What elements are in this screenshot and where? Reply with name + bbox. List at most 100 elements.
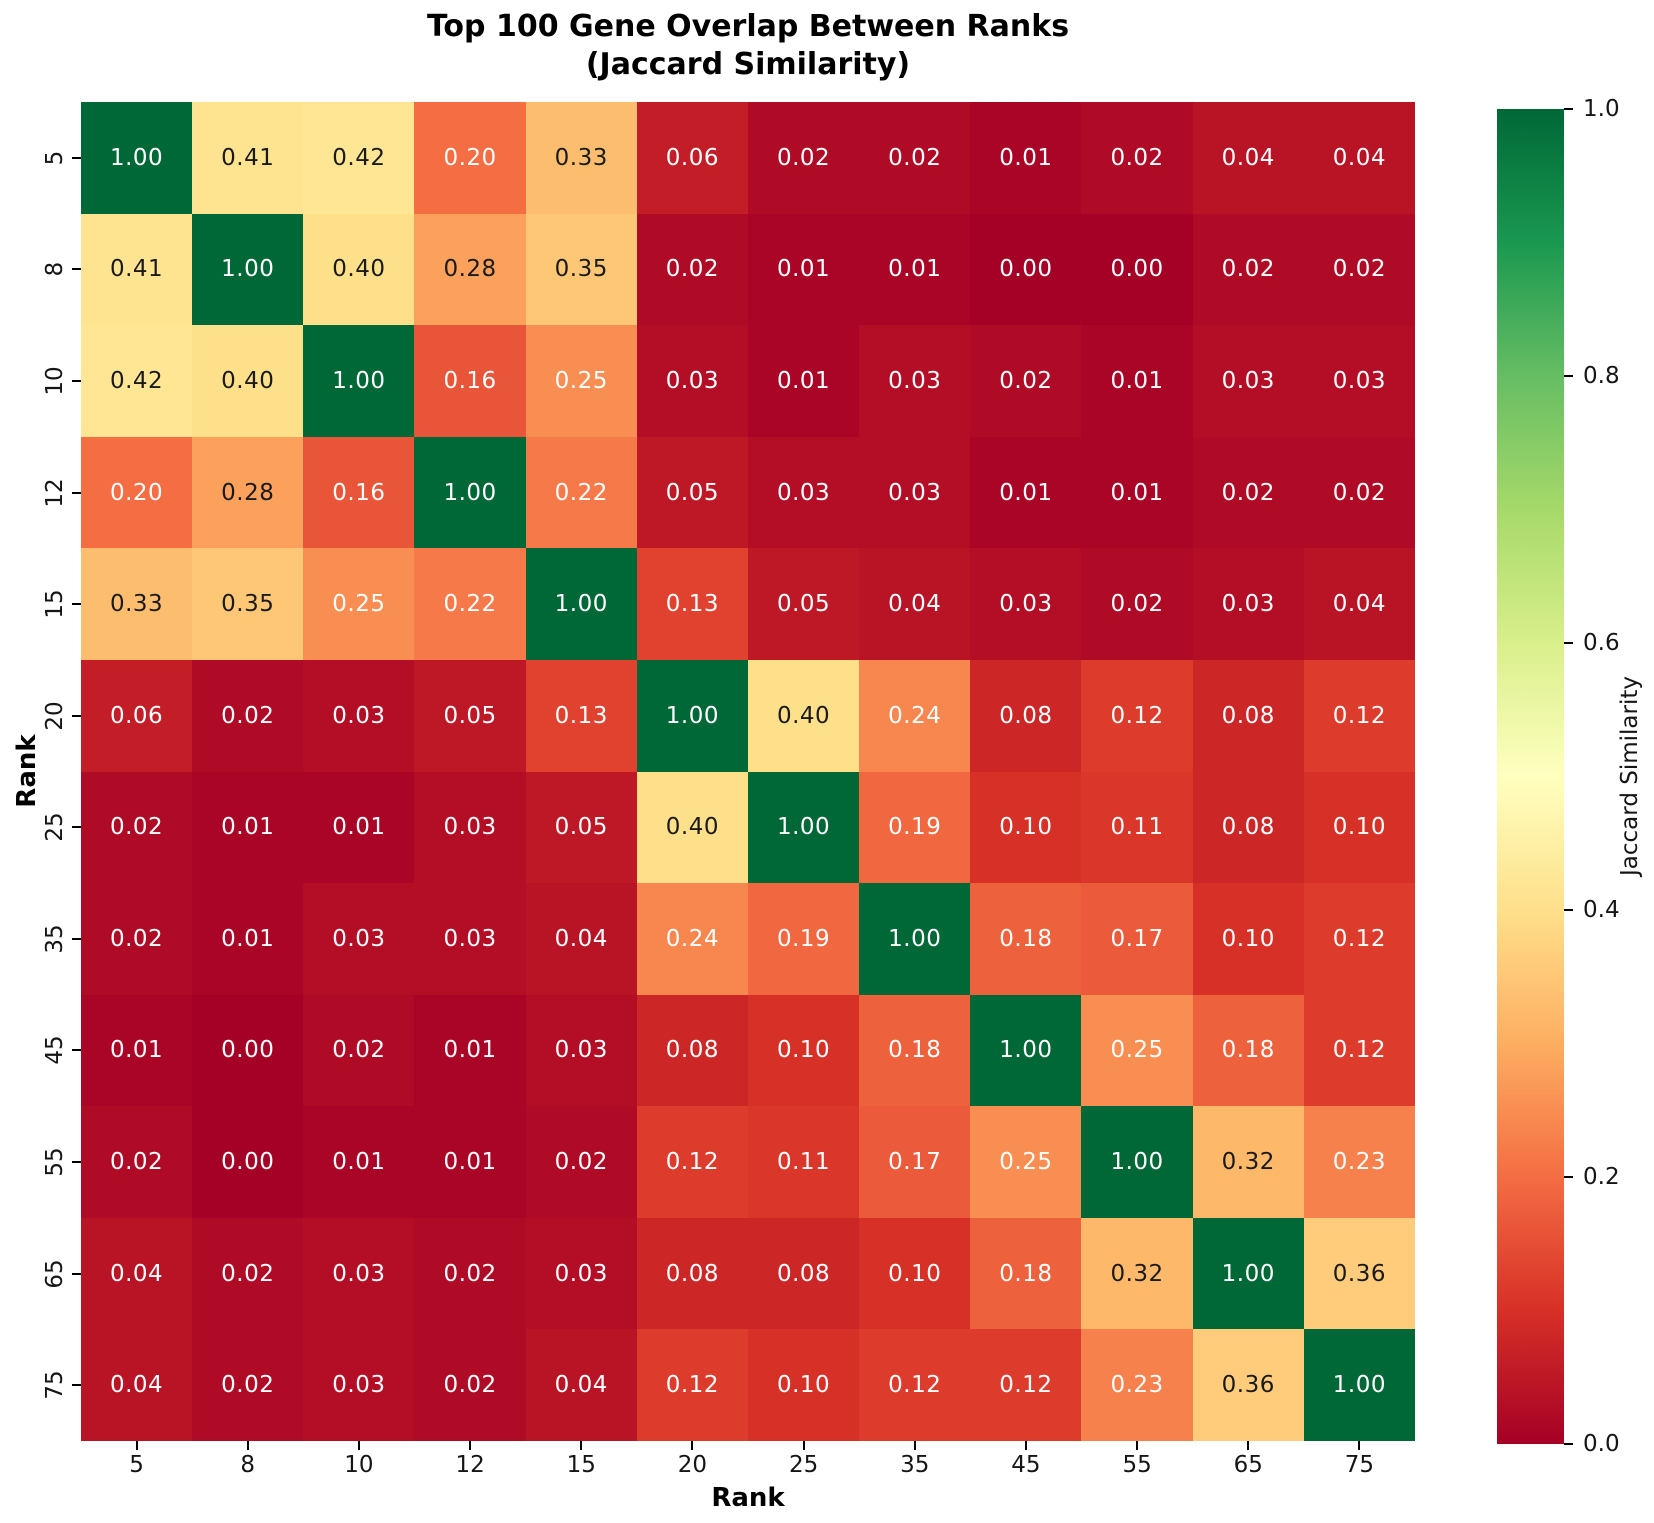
heatmap-cell: 0.02	[1192, 436, 1304, 549]
y-tick-label: 8	[42, 262, 68, 277]
heatmap-cell: 0.18	[970, 1217, 1082, 1330]
y-tick-label: 65	[42, 1258, 68, 1289]
heatmap-cell: 0.03	[859, 325, 971, 437]
heatmap-cell: 0.04	[1303, 102, 1415, 214]
heatmap-cell: 0.22	[414, 548, 526, 660]
heatmap-cell: 0.05	[747, 548, 860, 660]
heatmap-cell: 0.02	[81, 1106, 193, 1218]
heatmap-cell: 0.16	[303, 436, 415, 549]
x-tick-mark	[580, 1441, 583, 1450]
x-tick-mark	[802, 1441, 805, 1450]
heatmap-cell: 0.02	[525, 1106, 637, 1218]
chart-title: Top 100 Gene Overlap Between Ranks (Jacc…	[427, 8, 1069, 84]
heatmap-cell: 1.00	[192, 213, 304, 326]
heatmap-cell: 0.24	[636, 883, 748, 995]
heatmap-cell: 0.18	[859, 994, 971, 1107]
heatmap-cell: 0.08	[636, 994, 748, 1107]
y-tick-label: 75	[42, 1370, 68, 1400]
x-tick-label: 12	[455, 1452, 485, 1478]
heatmap-cell: 0.02	[192, 1329, 304, 1441]
x-tick-label: 65	[1233, 1452, 1263, 1478]
heatmap-cell: 1.00	[303, 325, 415, 437]
heatmap-cell: 0.02	[1303, 436, 1415, 549]
heatmap-cell: 0.41	[81, 213, 193, 326]
heatmap-cell: 0.03	[414, 771, 526, 884]
heatmap-cell: 0.02	[859, 102, 971, 214]
heatmap-cell: 0.12	[1303, 994, 1415, 1107]
y-tick-mark	[72, 1049, 81, 1052]
heatmap-cell: 0.16	[414, 325, 526, 437]
heatmap-cell: 0.03	[303, 659, 415, 772]
heatmap-cell: 0.33	[81, 548, 193, 660]
heatmap-cell: 0.40	[192, 325, 304, 437]
heatmap-cell: 0.20	[414, 102, 526, 214]
heatmap-cell: 0.03	[303, 883, 415, 995]
heatmap-cell: 0.02	[414, 1217, 526, 1330]
heatmap-cell: 0.40	[636, 771, 748, 884]
x-tick-mark	[469, 1441, 472, 1450]
heatmap-cell: 0.12	[1303, 883, 1415, 995]
heatmap-cell: 0.01	[414, 1106, 526, 1218]
heatmap-cell: 0.25	[525, 325, 637, 437]
x-tick-mark	[691, 1441, 694, 1450]
heatmap-cell: 0.23	[1303, 1106, 1415, 1218]
colorbar-tick-mark	[1564, 375, 1573, 377]
heatmap-cell: 0.41	[192, 102, 304, 214]
x-tick-label: 20	[677, 1452, 708, 1478]
y-tick-label: 10	[42, 366, 68, 396]
heatmap-cell: 0.13	[636, 548, 748, 660]
y-tick-mark	[72, 1272, 81, 1275]
chart-title-line1: Top 100 Gene Overlap Between Ranks	[426, 9, 1070, 44]
x-tick-label: 15	[566, 1452, 596, 1478]
x-axis-label: Rank	[711, 1483, 785, 1513]
heatmap-cell: 0.03	[414, 883, 526, 995]
heatmap-cell: 0.00	[192, 994, 304, 1107]
heatmap-cell: 0.03	[303, 1217, 415, 1330]
heatmap-cell: 0.10	[859, 1217, 971, 1330]
heatmap-cell: 0.02	[81, 771, 193, 884]
y-tick-label: 15	[42, 589, 68, 619]
heatmap-cell: 0.04	[81, 1329, 193, 1441]
x-tick-mark	[1024, 1441, 1027, 1450]
heatmap-cell: 0.23	[1081, 1329, 1193, 1441]
colorbar-tick-mark	[1564, 108, 1573, 110]
heatmap-cell: 0.25	[303, 548, 415, 660]
heatmap-cell: 0.04	[1303, 548, 1415, 660]
heatmap-cell: 0.40	[303, 213, 415, 326]
y-tick-mark	[72, 1161, 81, 1164]
heatmap-cell: 0.12	[636, 1106, 748, 1218]
colorbar-tick-mark	[1564, 909, 1573, 911]
heatmap-cell: 0.03	[970, 548, 1082, 660]
colorbar-tick-label: 0.4	[1583, 897, 1620, 923]
y-tick-mark	[72, 603, 81, 606]
y-tick-label: 5	[42, 150, 68, 166]
x-tick-mark	[1358, 1441, 1361, 1450]
colorbar-tick-label: 0.0	[1583, 1431, 1620, 1457]
heatmap-cell: 0.13	[525, 659, 637, 772]
heatmap-cell: 0.17	[859, 1106, 971, 1218]
heatmap-cell: 0.03	[525, 994, 637, 1107]
heatmap-cell: 0.04	[1192, 102, 1304, 214]
heatmap-cell: 0.10	[1192, 883, 1304, 995]
y-tick-mark	[72, 826, 81, 829]
heatmap-cell: 0.18	[1192, 994, 1304, 1107]
heatmap-cell: 0.32	[1081, 1217, 1193, 1330]
y-tick-mark	[72, 491, 81, 494]
heatmap-cell: 0.02	[636, 213, 748, 326]
x-tick-label: 10	[344, 1452, 374, 1478]
heatmap-cell: 0.01	[1081, 325, 1193, 437]
heatmap-cell: 1.00	[414, 436, 526, 549]
y-axis-label: Rank	[12, 734, 42, 808]
x-tick-mark	[246, 1441, 249, 1450]
heatmap-cell: 0.12	[1303, 659, 1415, 772]
heatmap-cell: 1.00	[747, 771, 860, 884]
heatmap-cell: 0.04	[859, 548, 971, 660]
heatmap-cell: 0.01	[1081, 436, 1193, 549]
heatmap-cell: 0.02	[970, 325, 1082, 437]
y-tick-mark	[72, 937, 81, 940]
colorbar-tick-mark	[1564, 642, 1573, 644]
heatmap-cell: 0.01	[303, 771, 415, 884]
x-tick-mark	[357, 1441, 360, 1450]
heatmap-cell: 0.03	[525, 1217, 637, 1330]
heatmap-cell: 0.01	[970, 102, 1082, 214]
